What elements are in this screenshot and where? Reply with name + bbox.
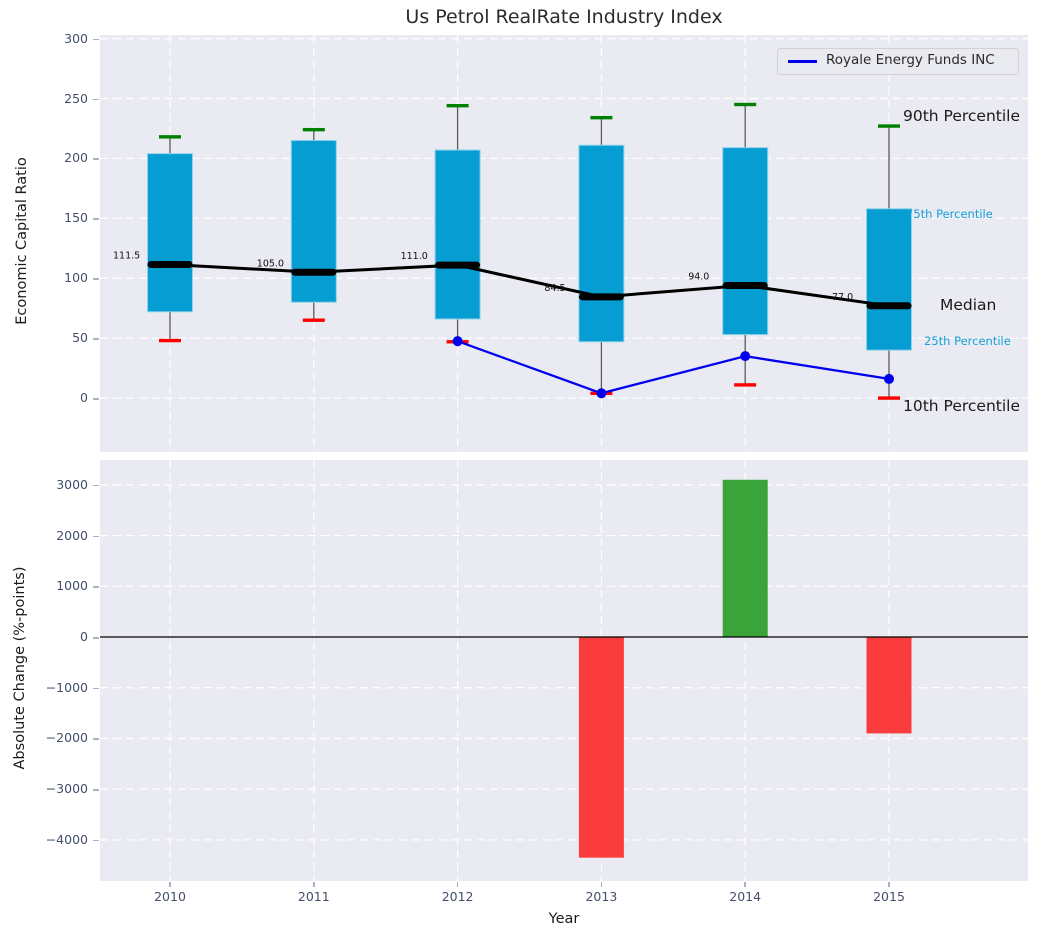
y-tick-label: 300 <box>64 30 88 46</box>
iqr-box-2010 <box>147 153 193 313</box>
x-tick-mark <box>600 882 603 887</box>
y-tick-label: 0 <box>80 629 88 645</box>
median-value-label-2013: 84.5 <box>544 283 565 294</box>
y-tick-mark <box>93 789 99 791</box>
y-tick-label: 3000 <box>56 476 88 492</box>
p10-cap-2011 <box>302 318 325 322</box>
change-bar-2014 <box>722 479 768 638</box>
iqr-box-2013 <box>578 144 625 343</box>
x-tick-mark <box>888 882 890 887</box>
y-tick-label: 200 <box>64 150 88 166</box>
y-axis-label-top: Economic Capital Ratio <box>14 157 30 325</box>
x-tick-label-2012: 2012 <box>441 889 474 904</box>
y-tick-mark <box>93 586 99 588</box>
percentile-chart: 111.5 105.0 111.0 84.5 94.0 77.0 <box>100 35 1028 452</box>
change-bar-2013 <box>578 637 624 858</box>
percentile-annotation: 25th Percentile <box>924 333 1011 348</box>
x-tick-label-2013: 2013 <box>585 889 618 904</box>
company-point <box>884 373 894 384</box>
legend-label: Royale Energy Funds INC <box>826 52 995 68</box>
legend: Royale Energy Funds INC <box>777 48 1019 75</box>
y-tick-label: 50 <box>72 330 88 346</box>
percentile-annotation: Median <box>940 296 997 314</box>
bar-chart <box>100 460 1028 881</box>
legend-line-sample <box>788 60 817 63</box>
chart-title: Us Petrol RealRate Industry Index <box>405 6 723 28</box>
x-tick-mark <box>456 882 459 887</box>
company-point <box>452 336 463 347</box>
y-tick-mark <box>93 158 99 160</box>
y-axis-label-bottom: Absolute Change (%-points) <box>12 566 28 770</box>
p90-cap-2014 <box>734 102 757 107</box>
change-bar-2015 <box>866 637 912 734</box>
y-tick-label: −1000 <box>45 679 88 695</box>
median-value-label-2011: 105.0 <box>257 258 284 269</box>
median-bar-2012 <box>435 261 481 269</box>
bar-chart-panel <box>100 460 1028 881</box>
y-tick-label: −2000 <box>45 730 88 746</box>
p90-cap-2010 <box>159 135 181 139</box>
x-tick-label-2014: 2014 <box>729 889 762 904</box>
y-tick-mark <box>93 338 99 340</box>
x-tick-mark <box>169 882 171 887</box>
company-point <box>596 388 607 399</box>
y-tick-mark <box>93 398 99 400</box>
x-tick-label-2011: 2011 <box>297 889 330 904</box>
y-tick-label: 1000 <box>56 578 88 594</box>
p90-cap-2012 <box>446 103 469 108</box>
x-tick-mark <box>744 882 746 887</box>
p90-cap-2011 <box>302 127 325 132</box>
y-tick-mark <box>93 535 99 538</box>
p10-cap-2014 <box>734 383 757 387</box>
x-tick-mark <box>313 882 315 887</box>
iqr-box-2012 <box>434 149 481 320</box>
x-axis-label: Year <box>548 911 580 927</box>
iqr-box-2015 <box>866 208 912 351</box>
y-tick-mark <box>93 38 99 41</box>
p10-cap-2015 <box>878 396 900 400</box>
y-tick-label: −4000 <box>45 831 88 847</box>
percentile-annotation: 90th Percentile <box>903 106 1021 125</box>
y-tick-mark <box>93 218 99 220</box>
p90-cap-2015 <box>878 124 900 128</box>
median-value-label-2015: 77.0 <box>832 292 853 303</box>
median-bar-2011 <box>291 268 337 276</box>
percentile-annotation: 10th Percentile <box>903 396 1021 415</box>
company-line <box>457 340 890 395</box>
company-point <box>740 351 751 362</box>
p90-cap-2013 <box>590 115 613 120</box>
y-tick-label: −3000 <box>45 781 88 797</box>
p10-cap-2010 <box>159 338 181 343</box>
iqr-box-2014 <box>722 147 769 336</box>
x-tick-label-2010: 2010 <box>154 889 186 904</box>
median-bar-2014 <box>722 281 768 289</box>
y-tick-mark <box>93 98 99 100</box>
y-tick-mark <box>93 839 99 842</box>
y-tick-mark <box>93 484 99 487</box>
median-bar-2013 <box>578 293 624 301</box>
y-tick-mark <box>93 278 99 280</box>
y-tick-mark <box>93 687 99 690</box>
iqr-box-2011 <box>290 139 337 303</box>
median-value-label-2014: 94.0 <box>688 271 709 282</box>
median-bar-2010 <box>147 260 193 268</box>
x-tick-label-2015: 2015 <box>873 889 905 904</box>
y-tick-mark <box>93 738 99 740</box>
median-line <box>169 262 890 308</box>
percentile-annotation: 75th Percentile <box>906 206 993 221</box>
y-tick-label: 2000 <box>56 527 88 543</box>
median-value-label-2010: 111.5 <box>113 250 140 261</box>
percentile-chart-panel: 111.5 105.0 111.0 84.5 94.0 77.0 <box>100 35 1028 452</box>
y-tick-label: 100 <box>64 270 88 286</box>
y-tick-label: 0 <box>80 390 88 406</box>
median-bar-2015 <box>866 302 912 310</box>
y-tick-label: 250 <box>64 90 88 106</box>
median-value-label-2012: 111.0 <box>401 251 428 262</box>
y-tick-mark <box>93 637 99 639</box>
y-tick-label: 150 <box>64 210 88 226</box>
